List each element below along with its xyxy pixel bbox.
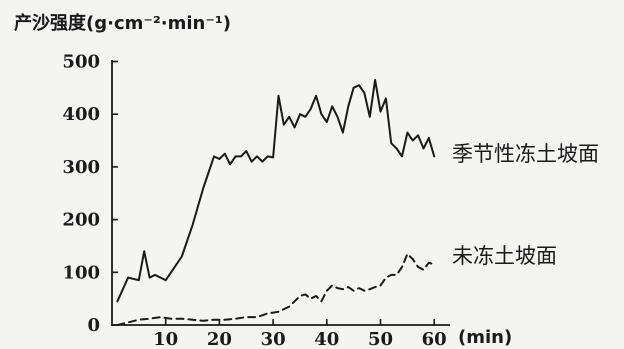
y-tick-label: 500 [62, 52, 100, 73]
y-axis-ticks: 500 400 300 200 100 0 [62, 52, 118, 337]
x-tick-label: 10 [153, 329, 178, 349]
series-line-1 [117, 254, 434, 325]
y-tick-label: 200 [62, 210, 100, 231]
series-line-0 [117, 80, 434, 301]
x-tick-label: 40 [314, 329, 339, 349]
x-axis-title: (min) [458, 327, 512, 348]
x-axis-ticks: 10 20 30 40 50 60 [153, 319, 447, 349]
y-tick-label: 400 [62, 104, 100, 125]
legend-label-0: 季节性冻土坡面 [452, 142, 599, 166]
x-tick-label: 50 [368, 329, 393, 349]
y-tick-label: 100 [62, 262, 100, 283]
y-axis-title: 产沙强度(g·cm⁻²·min⁻¹) [14, 12, 231, 34]
legend-label-1: 未冻土坡面 [452, 244, 557, 268]
series-layer [117, 80, 434, 325]
x-tick-label: 20 [207, 329, 232, 349]
x-tick-label: 30 [261, 329, 286, 349]
y-tick-label: 0 [87, 315, 100, 336]
x-tick-label: 60 [422, 329, 447, 349]
y-tick-label: 300 [62, 157, 100, 178]
